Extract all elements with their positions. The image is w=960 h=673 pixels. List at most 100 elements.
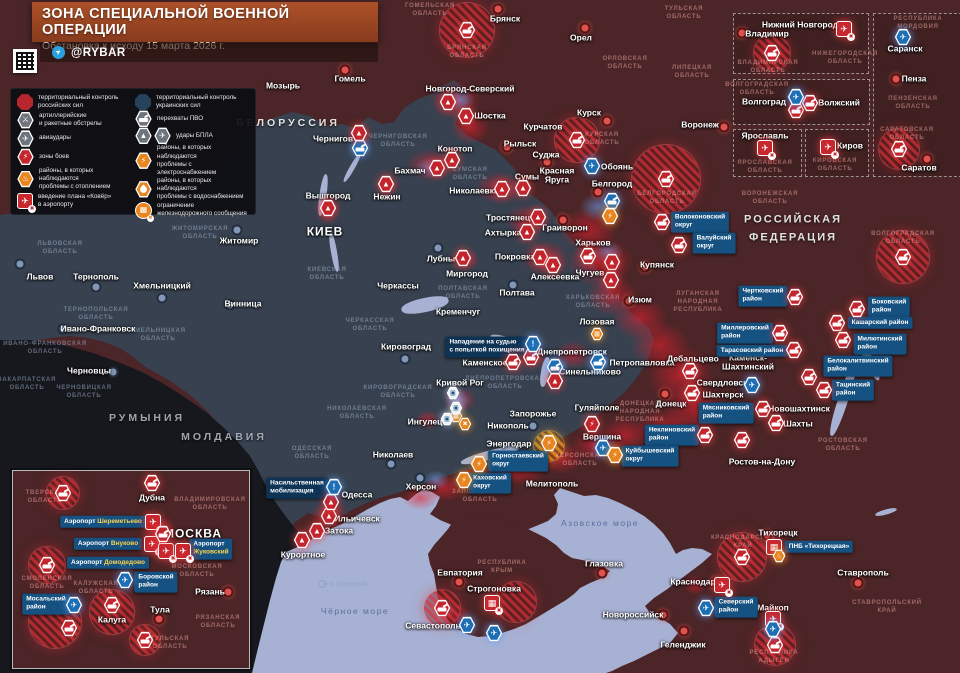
city-label: Покровка [494, 251, 536, 262]
city-dot [14, 258, 26, 270]
region-label: БЕЛГОРОДСКАЯ ОБЛАСТЬ [637, 190, 697, 205]
rail-restriction-pin-icon: ▦✖ [484, 595, 503, 615]
city-label: Гуляйполе [574, 402, 620, 413]
region-label: ХАРЬКОВСКАЯ ОБЛАСТЬ [565, 294, 621, 309]
pvo-r-icon [683, 384, 701, 402]
marker-plane-b: ✈ [697, 599, 715, 617]
plane-b-icon: ✈ [697, 599, 715, 617]
marker-pvo-r [103, 596, 121, 614]
legend-item-label: ограничение железнодорожного сообщения [157, 201, 247, 218]
city-label: Кременчуг [435, 306, 481, 317]
city-label: Курск [577, 107, 601, 118]
legend-icon-wrap: ✈ ✖ [17, 192, 36, 213]
district-badge: Боровской район [134, 571, 178, 593]
city-label: Алексеевка [530, 271, 580, 282]
legend-item: ✈ ✖ введение плана «Ковёр» в аэропорту [17, 192, 131, 213]
city-label: Новошахтинск [768, 403, 830, 414]
marker-pvo-r [522, 348, 540, 366]
water-body [874, 506, 898, 518]
district-badge: Аэропорт Домодедово [67, 556, 149, 570]
air-r-icon: ▲ [531, 248, 549, 266]
strike-glow [415, 410, 441, 430]
marker-pvo-r [763, 44, 781, 62]
legend-item-label: территориальный контроль украинских сил [156, 94, 237, 110]
kovyor-plan-icon: ✈✖ [714, 577, 733, 597]
marker-air-r: ▲ [319, 199, 337, 217]
legend-item-label: удары БПЛА [176, 131, 213, 139]
marker-pvo-b [589, 353, 607, 371]
city-label: Запорожье [509, 408, 557, 419]
pvo-r-icon [136, 631, 154, 649]
marker-drone-b: ✈ [764, 620, 782, 638]
city-label: Краснодар [670, 576, 716, 587]
legend-icon-wrap: ♨ [17, 170, 34, 188]
city-label: Вершина [582, 431, 622, 442]
region-label: МОСКОВСКАЯ ОБЛАСТЬ [171, 563, 223, 578]
map-title: ЗОНА СПЕЦИАЛЬНОЙ ВОЕННОЙ ОПЕРАЦИИ [42, 6, 290, 38]
legend-item-label: зоны боев [39, 152, 70, 160]
marker-pvo-r [143, 474, 161, 492]
marker-kovyor: ✈✖ [820, 139, 839, 159]
marker-kovyor: ✈✖ [175, 543, 194, 563]
marker-pvo-r [767, 414, 785, 432]
air-r-icon: ▲ [439, 93, 457, 111]
legend-item: перехваты ПВО [135, 110, 249, 128]
city-label: Евпатория [437, 567, 483, 578]
bolt-o-icon: ⚡ [455, 471, 473, 489]
city-label: Киров [836, 140, 864, 151]
marker-air-r: ▲ [350, 124, 368, 142]
drone-b-icon: ✈ [894, 28, 912, 46]
strike-glow [683, 575, 707, 595]
bolt-r-icon: ⚡ [583, 415, 601, 433]
pvo-b-icon [589, 353, 607, 371]
city-dot [657, 609, 669, 621]
pvo-r-icon [38, 556, 56, 574]
city-dot [921, 153, 933, 165]
region-label: ВЛАДИМИРСКАЯ ОБЛАСТЬ [737, 59, 799, 74]
marker-pvo-r [771, 324, 789, 342]
city-label: Глазовка [584, 558, 624, 569]
pvo-r-icon [787, 101, 805, 119]
marker-air-r: ▲ [514, 179, 532, 197]
region-label: ЗАКАРПАТСКАЯ ОБЛАСТЬ [0, 376, 57, 391]
marker-train-o: ▦ [590, 327, 604, 341]
region-label: ХМЕЛЬНИЦКАЯ ОБЛАСТЬ [130, 327, 186, 342]
city-label: Тула [150, 604, 170, 615]
avia-icon: ✈ [17, 130, 34, 147]
region-label: КИРОВОГРАДСКАЯ ОБЛАСТЬ [363, 384, 433, 399]
city-label: Миргород [446, 268, 488, 279]
legend-icon-wrap [135, 181, 152, 198]
marker-bolt-o: ⚡ [470, 455, 488, 473]
heat-icon: ♨ [17, 170, 34, 188]
air-r-icon: ▲ [529, 208, 547, 226]
city-label: Каменск- Шахтинский [722, 352, 774, 372]
city-label: Дубна [139, 492, 165, 503]
title-bar: ЗОНА СПЕЦИАЛЬНОЙ ВОЕННОЙ ОПЕРАЦИИ Обстан… [32, 2, 378, 52]
region-label: ДОНЕЦКАЯ НАРОДНАЯ РЕСПУБЛИКА [615, 400, 665, 424]
city-label: Синельниково [559, 366, 621, 377]
region-label: ЛЬВОВСКАЯ ОБЛАСТЬ [37, 240, 83, 255]
district-badge: Милютинский район [853, 333, 907, 355]
kovyor-plan-icon: ✈✖ [836, 21, 855, 41]
marker-excl-b: ! [325, 478, 343, 496]
city-dot [736, 27, 748, 39]
city-dot [501, 141, 513, 153]
marker-pvo-r [785, 341, 803, 359]
air-r-icon: ▲ [454, 249, 472, 267]
legend-item-label: авиаудары [39, 134, 71, 142]
city-label: Сумы [514, 171, 540, 182]
pvo-r-icon [681, 362, 699, 380]
city-label: Одесса [341, 489, 373, 500]
kovyor-plan-icon: ✈✖ [757, 140, 776, 160]
legend-item-label: введение плана «Ковёр» в аэропорту [38, 192, 112, 208]
legend-column-left: территориальный контроль российских сил ⚔… [17, 94, 131, 213]
air-r-icon: ▲ [308, 522, 326, 540]
city-label: Тернополь [73, 271, 119, 282]
city-label: Воронеж [681, 119, 719, 130]
telegram-icon: ➤ [52, 46, 65, 59]
legend-item-label: районы, в которых наблюдаются проблемы с… [39, 166, 111, 191]
legend-icon-wrap: ⚔ [17, 112, 34, 129]
legend-icon-wrap: ▲ ✈ [135, 127, 171, 145]
